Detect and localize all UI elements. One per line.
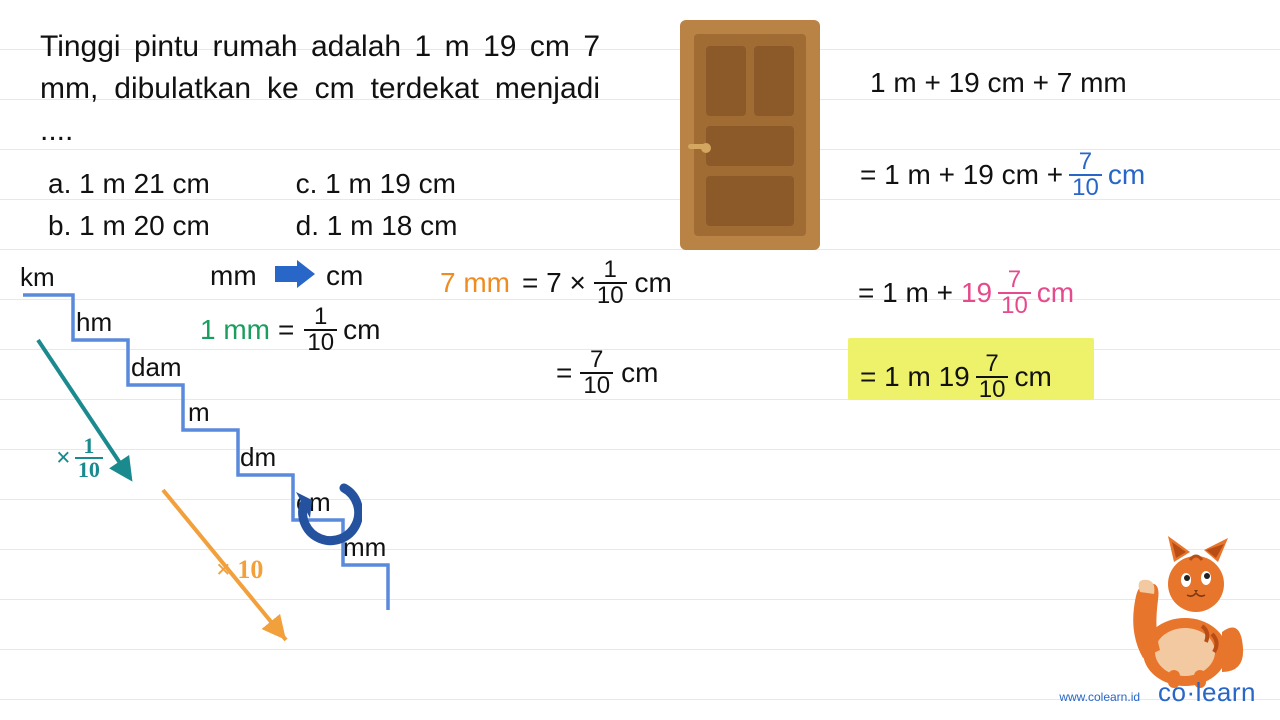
frac-den: 10 xyxy=(75,457,103,481)
unit-m: m xyxy=(188,397,210,428)
ex-fraction: 1 10 xyxy=(594,258,627,308)
cat-illustration xyxy=(1110,522,1250,692)
up-arrow-label: × 1 10 xyxy=(56,435,105,481)
metric-staircase: km hm dam m dm cm mm × 1 10 × 10 xyxy=(18,265,418,645)
brand-logo: co·learn xyxy=(1158,677,1256,708)
frac-num: 1 xyxy=(80,435,97,457)
work-line3-suffix: cm xyxy=(1037,277,1074,309)
unit-hm: hm xyxy=(76,307,112,338)
work-line3-fraction: 7 10 xyxy=(998,268,1031,318)
option-a: a. 1 m 21 cm xyxy=(48,168,210,200)
question-text: Tinggi pintu rumah adalah 1 m 19 cm 7 mm… xyxy=(40,26,600,152)
footer: www.colearn.id co·learn xyxy=(1059,677,1256,708)
frac-den: 10 xyxy=(580,372,613,398)
curve-arrow-icon xyxy=(292,480,362,550)
option-b: b. 1 m 20 cm xyxy=(48,210,210,242)
option-d: d. 1 m 18 cm xyxy=(296,210,458,242)
work-line2-fraction: 7 10 xyxy=(1069,150,1102,200)
ex2-cm: cm xyxy=(621,357,658,389)
door-illustration xyxy=(680,20,820,250)
brand-learn: learn xyxy=(1196,677,1256,707)
work-line2-suffix: cm xyxy=(1108,159,1145,191)
frac-den: 10 xyxy=(998,292,1031,318)
ex2-eq: = xyxy=(556,357,572,389)
frac-num: 1 xyxy=(601,258,620,282)
unit-dam: dam xyxy=(131,352,182,383)
unit-dm: dm xyxy=(240,442,276,473)
work-line4: = 1 m 19 7 10 cm xyxy=(860,352,1052,402)
unit-km: km xyxy=(20,262,55,293)
ex-lhs: 7 mm xyxy=(440,267,510,299)
work-line2-prefix: = 1 m + 19 cm + xyxy=(860,159,1063,191)
frac-num: 7 xyxy=(1076,150,1095,174)
ex2-fraction: 7 10 xyxy=(580,348,613,398)
frac-num: 7 xyxy=(1005,268,1024,292)
footer-url: www.colearn.id xyxy=(1059,690,1140,704)
frac-den: 10 xyxy=(594,282,627,308)
option-c: c. 1 m 19 cm xyxy=(296,168,458,200)
work-line4-suffix: cm xyxy=(1014,361,1051,393)
frac-num: 7 xyxy=(587,348,606,372)
work-line2: = 1 m + 19 cm + 7 10 cm xyxy=(860,150,1145,200)
down-arrow-label: × 10 xyxy=(216,555,263,585)
frac-num: 7 xyxy=(982,352,1001,376)
work-line3: = 1 m + 19 7 10 cm xyxy=(858,268,1074,318)
example-result: = 7 10 cm xyxy=(556,348,658,398)
work-line4-prefix: = 1 m 19 xyxy=(860,361,970,393)
options-col-1: a. 1 m 21 cm b. 1 m 20 cm xyxy=(48,168,210,252)
answer-options: a. 1 m 21 cm b. 1 m 20 cm c. 1 m 19 cm d… xyxy=(48,168,457,262)
work-line3-prefix: = 1 m + xyxy=(858,277,953,309)
work-line3-whole: 19 xyxy=(961,277,992,309)
up-fraction: 1 10 xyxy=(75,435,103,481)
work-line1: 1 m + 19 cm + 7 mm xyxy=(870,67,1127,99)
work-line4-fraction: 7 10 xyxy=(976,352,1009,402)
brand-dot: · xyxy=(1187,677,1196,707)
up-times: × xyxy=(56,443,71,473)
example-7mm: 7 mm = 7 × 1 10 cm xyxy=(440,258,672,308)
options-col-2: c. 1 m 19 cm d. 1 m 18 cm xyxy=(296,168,458,252)
frac-den: 10 xyxy=(976,376,1009,402)
ex-cm: cm xyxy=(635,267,672,299)
frac-den: 10 xyxy=(1069,174,1102,200)
content-layer: Tinggi pintu rumah adalah 1 m 19 cm 7 mm… xyxy=(0,0,1280,720)
brand-co: co xyxy=(1158,677,1186,707)
ex-eq: = 7 × xyxy=(522,267,586,299)
